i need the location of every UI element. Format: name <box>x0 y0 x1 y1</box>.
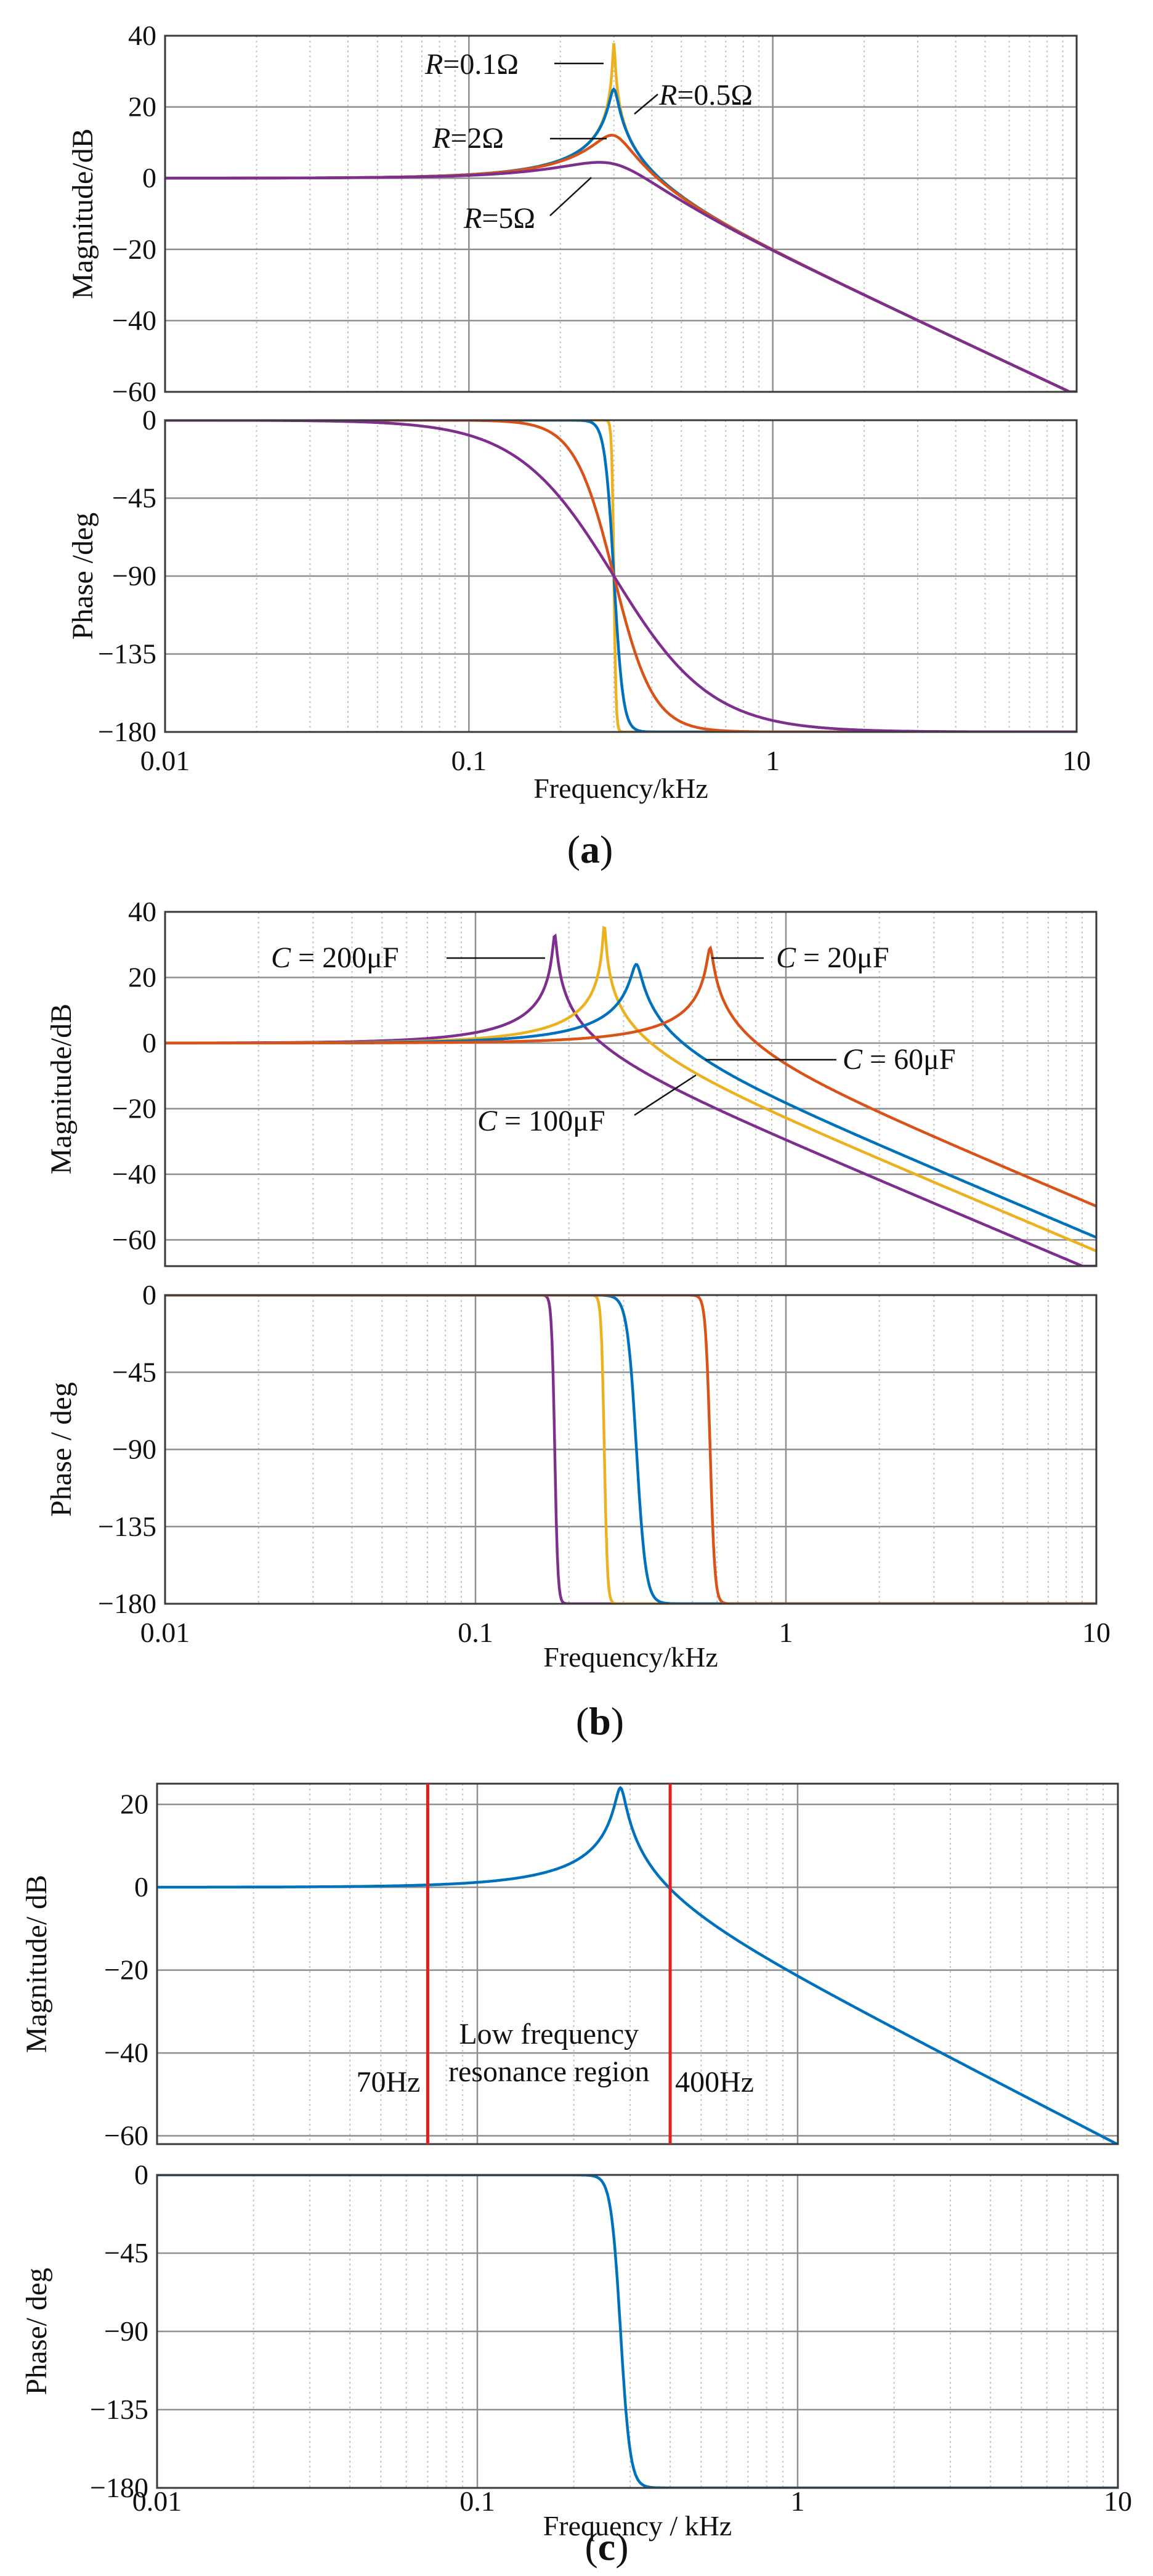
series-annotation: C = 20μF <box>776 941 889 974</box>
y-tick-label: −40 <box>112 304 156 336</box>
y-tick-label: 0 <box>142 162 156 193</box>
axes-frame <box>164 911 1098 1267</box>
axes-frame <box>156 1782 1119 2145</box>
x-tick-label: 1 <box>766 745 780 776</box>
y-tick-label: 20 <box>120 1789 148 1820</box>
region-label: Low frequency <box>459 2018 639 2050</box>
y-tick-label: −180 <box>90 2472 148 2503</box>
y-tick-label: −45 <box>112 482 156 514</box>
axes-frame <box>164 35 1078 393</box>
x-tick-label: 0.01 <box>140 745 190 776</box>
y-tick-label: −40 <box>112 1158 156 1190</box>
x-tick-label: 0.01 <box>132 2485 182 2517</box>
x-tick-label: 10 <box>1104 2485 1132 2517</box>
annotation-leader <box>549 177 592 216</box>
series-line <box>165 420 1077 732</box>
x-tick-label: 0.01 <box>140 1617 190 1648</box>
panel-label: (b) <box>576 1699 624 1743</box>
y-tick-label: 0 <box>134 1871 148 1903</box>
y-tick-label: −180 <box>98 1588 156 1619</box>
y-tick-label: 0 <box>142 1279 156 1310</box>
y-axis-label: Magnitude/dB <box>67 128 99 299</box>
series-annotation: R=0.5Ω <box>658 79 753 112</box>
y-tick-label: 20 <box>128 91 156 123</box>
series-annotation: R=2Ω <box>432 122 504 155</box>
x-tick-label: 0.1 <box>458 1617 493 1648</box>
annotation-leader <box>634 1074 697 1116</box>
y-tick-label: 0 <box>142 404 156 436</box>
phase-plot: 0 −45 −90 −135 −180 Phase /deg <box>67 404 1078 747</box>
y-axis-label: Phase/ deg <box>20 2268 53 2395</box>
series-line <box>165 945 1096 1208</box>
y-tick-label: 0 <box>142 1027 156 1058</box>
y-tick-label: −135 <box>98 1511 156 1542</box>
plot-background <box>165 36 1077 392</box>
x-tick-label: 1 <box>791 2485 805 2517</box>
series-line <box>165 420 1077 732</box>
panel-label: (a) <box>567 827 613 871</box>
x-tick-label: 1 <box>779 1617 793 1648</box>
series-line <box>157 1786 1118 2144</box>
series-line <box>165 1295 1096 1604</box>
phase-plot: 0 −45 −90 −135 −180 Phase/ deg <box>20 2159 1119 2503</box>
y-axis-label: Phase /deg <box>67 513 99 640</box>
y-tick-label: −20 <box>112 1092 156 1124</box>
magnitude-plot: 20 0 −20 −40 −60 Magnitude/ dB <box>20 1782 1119 2151</box>
y-tick-label: −60 <box>112 1224 156 1255</box>
y-tick-label: −90 <box>104 2315 148 2347</box>
x-tick-label: 10 <box>1062 745 1091 776</box>
phase-plot: 0 −45 −90 −135 −180 Phase / deg <box>45 1279 1098 1619</box>
y-tick-label: 0 <box>134 2159 148 2190</box>
y-tick-label: −20 <box>112 234 156 265</box>
y-tick-label: −45 <box>112 1356 156 1388</box>
y-tick-label: −135 <box>98 638 156 670</box>
y-tick-label: −45 <box>104 2237 148 2269</box>
y-tick-label: −90 <box>112 560 156 591</box>
y-tick-label: 20 <box>128 961 156 993</box>
y-tick-label: −180 <box>98 716 156 747</box>
chart-panel-c: 20 0 −20 −40 −60 Magnitude/ dB 0 −45 −90 −135 −180… <box>20 1782 1132 2569</box>
marker-label: 400Hz <box>675 2066 754 2099</box>
y-axis-label: Phase / deg <box>45 1382 78 1517</box>
axes-frame <box>164 1294 1098 1605</box>
annotation-leader <box>634 94 658 115</box>
plot-background <box>157 1784 1118 2144</box>
y-tick-label: −60 <box>112 376 156 407</box>
axes-frame <box>164 419 1078 733</box>
chart-panel-a: 40 20 0 −20 −40 −60 Magnitude/dB 0 −45 −90 −135 −18… <box>67 20 1091 871</box>
series-annotation: R=5Ω <box>463 202 535 235</box>
y-tick-label: 40 <box>128 896 156 927</box>
magnitude-plot: 40 20 0 −20 −40 −60 Magnitude/dB <box>45 896 1098 1267</box>
series-annotation: C = 100μF <box>477 1105 605 1137</box>
series-annotation: R=0.1Ω <box>424 48 519 81</box>
series-line <box>157 2175 1118 2488</box>
y-tick-label: −20 <box>104 1954 148 1986</box>
y-tick-label: −60 <box>104 2120 148 2151</box>
series-annotation: C = 200μF <box>271 941 399 974</box>
panel-label: (c) <box>585 2525 628 2569</box>
y-tick-label: 40 <box>128 20 156 51</box>
region-label: resonance region <box>448 2055 650 2088</box>
y-axis-label: Magnitude/dB <box>45 1004 78 1174</box>
y-tick-label: −135 <box>90 2394 148 2425</box>
x-axis-label: Frequency/kHz <box>533 773 708 804</box>
x-axis-label: Frequency / kHz <box>543 2510 732 2541</box>
y-tick-label: −90 <box>112 1434 156 1465</box>
x-tick-label: 10 <box>1082 1617 1111 1648</box>
chart-panel-b: 40 20 0 −20 −40 −60 Magnitude/dB 0 −45 −90 −135 −18… <box>45 896 1111 1743</box>
y-axis-label: Magnitude/ dB <box>20 1875 53 2053</box>
axes-frame <box>156 2174 1119 2489</box>
series-annotation: C = 60μF <box>843 1043 956 1076</box>
x-axis-label: Frequency/kHz <box>543 1641 718 1673</box>
magnitude-plot: 40 20 0 −20 −40 −60 Magnitude/dB <box>67 20 1078 407</box>
marker-label: 70Hz <box>356 2066 420 2099</box>
y-tick-label: −40 <box>104 2037 148 2068</box>
x-tick-label: 0.1 <box>451 745 487 776</box>
series-line <box>165 161 1077 392</box>
x-tick-label: 0.1 <box>459 2485 495 2517</box>
